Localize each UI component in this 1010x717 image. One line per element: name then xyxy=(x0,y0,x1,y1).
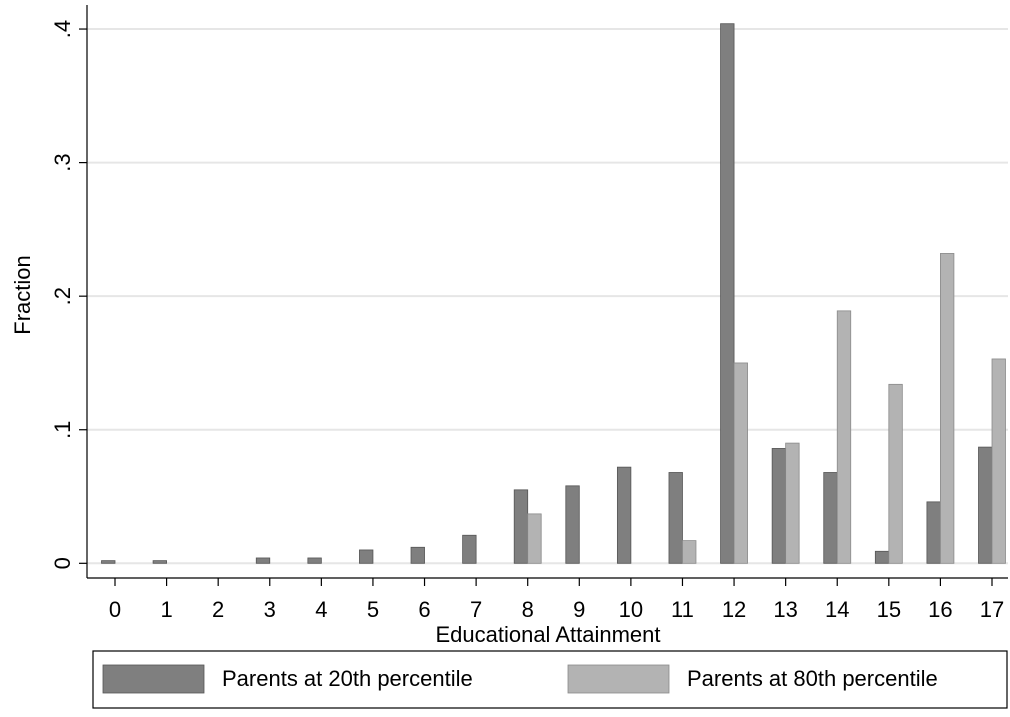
bar xyxy=(462,534,477,564)
bar xyxy=(513,489,529,564)
x-tick-label: 2 xyxy=(212,597,224,622)
bar xyxy=(991,358,1006,564)
bar xyxy=(410,546,425,564)
x-tick-label: 1 xyxy=(160,597,172,622)
x-tick-label: 0 xyxy=(109,597,121,622)
bar xyxy=(940,253,955,564)
bar xyxy=(307,557,322,564)
x-tick-label: 10 xyxy=(619,597,643,622)
x-tick-label: 6 xyxy=(418,597,430,622)
x-tick-label: 12 xyxy=(722,597,746,622)
bar xyxy=(978,446,993,564)
x-tick-label: 4 xyxy=(315,597,327,622)
x-tick-label: 9 xyxy=(573,597,585,622)
x-tick-label: 13 xyxy=(773,597,797,622)
legend-label: Parents at 80th percentile xyxy=(687,666,938,691)
bar xyxy=(785,442,800,564)
bar xyxy=(823,472,838,564)
y-tick-label: .1 xyxy=(50,421,75,439)
y-tick-label: .4 xyxy=(50,20,75,38)
bar xyxy=(152,560,167,564)
bar xyxy=(888,383,903,564)
x-tick-label: 17 xyxy=(980,597,1004,622)
x-tick-label: 3 xyxy=(264,597,276,622)
x-tick-label: 11 xyxy=(671,597,694,622)
bar xyxy=(616,466,632,564)
bar xyxy=(255,557,271,564)
legend-swatch xyxy=(102,664,205,694)
x-tick-label: 15 xyxy=(877,597,901,622)
x-tick-label: 14 xyxy=(825,597,849,622)
x-axis-title: Educational Attainment xyxy=(435,622,660,647)
y-tick-label: .2 xyxy=(50,287,75,305)
bar xyxy=(527,513,542,564)
x-tick-label: 7 xyxy=(470,597,482,622)
bar xyxy=(733,362,748,564)
bar xyxy=(101,560,116,564)
x-tick-label: 8 xyxy=(522,597,534,622)
bar xyxy=(926,501,941,564)
legend-label: Parents at 20th percentile xyxy=(222,666,473,691)
bar xyxy=(668,472,683,564)
bar xyxy=(874,550,890,564)
legend-box xyxy=(92,650,1008,709)
x-tick-label: 5 xyxy=(367,597,379,622)
bar xyxy=(565,485,580,564)
y-axis-title: Fraction xyxy=(10,255,35,334)
bar xyxy=(720,23,735,564)
x-tick-label: 16 xyxy=(928,597,952,622)
y-tick-label: .3 xyxy=(50,153,75,171)
bar xyxy=(359,549,374,564)
bar xyxy=(771,448,787,564)
bar xyxy=(682,540,697,564)
y-tick-label: 0 xyxy=(50,557,75,569)
legend-swatch xyxy=(567,664,670,694)
bar xyxy=(836,310,852,564)
